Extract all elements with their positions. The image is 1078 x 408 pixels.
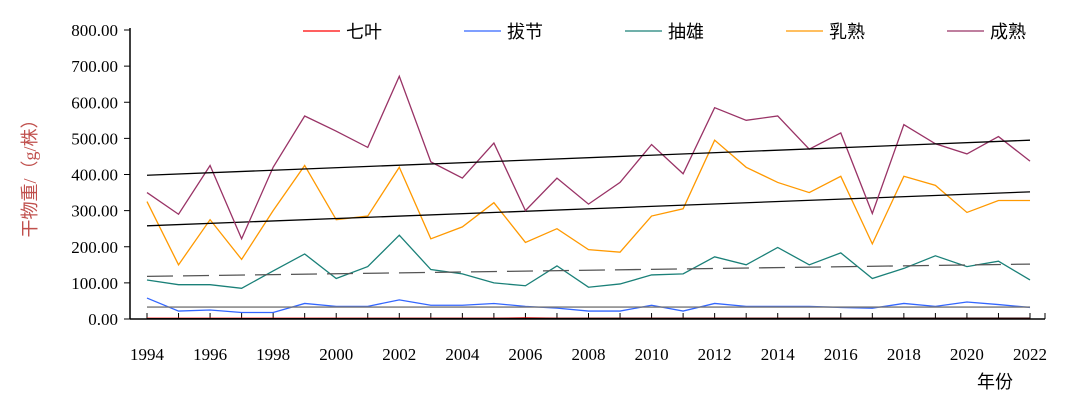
legend-label: 拔节 (507, 22, 543, 42)
y-tick-label: 500.00 (71, 129, 118, 148)
x-tick-label: 1994 (130, 345, 165, 364)
x-tick-label: 2010 (635, 345, 669, 364)
x-tick-label: 2008 (572, 345, 606, 364)
y-axis-label: 干物重/（g/株） (20, 110, 40, 237)
legend-label: 七叶 (346, 22, 382, 42)
series-line-1 (147, 298, 1030, 312)
y-tick-label: 300.00 (71, 202, 118, 221)
y-tick-label: 100.00 (71, 274, 118, 293)
x-tick-label: 2018 (887, 345, 921, 364)
x-tick-label: 1996 (193, 345, 227, 364)
y-tick-label: 600.00 (71, 93, 118, 112)
x-axis-label: 年份 (977, 372, 1013, 392)
legend-label: 乳熟 (829, 22, 865, 42)
legend-label: 成熟 (990, 22, 1026, 42)
x-tick-label: 2016 (824, 345, 858, 364)
x-tick-label: 2004 (445, 345, 480, 364)
legend-label: 抽雄 (668, 22, 704, 42)
x-tick-label: 2014 (761, 345, 796, 364)
x-tick-label: 2022 (1013, 345, 1047, 364)
y-tick-label: 200.00 (71, 238, 118, 257)
trend-line-3 (147, 192, 1030, 226)
x-tick-label: 2000 (319, 345, 353, 364)
y-tick-label: 0.00 (88, 310, 118, 329)
series-line-2 (147, 235, 1030, 288)
x-tick-label: 1998 (256, 345, 290, 364)
x-tick-label: 2012 (698, 345, 732, 364)
x-tick-label: 2006 (508, 345, 542, 364)
x-tick-label: 2002 (382, 345, 416, 364)
y-tick-label: 400.00 (71, 166, 118, 185)
series-line-3 (147, 140, 1030, 265)
y-tick-label: 700.00 (71, 57, 118, 76)
x-tick-label: 2020 (950, 345, 984, 364)
y-tick-label: 800.00 (71, 21, 118, 40)
